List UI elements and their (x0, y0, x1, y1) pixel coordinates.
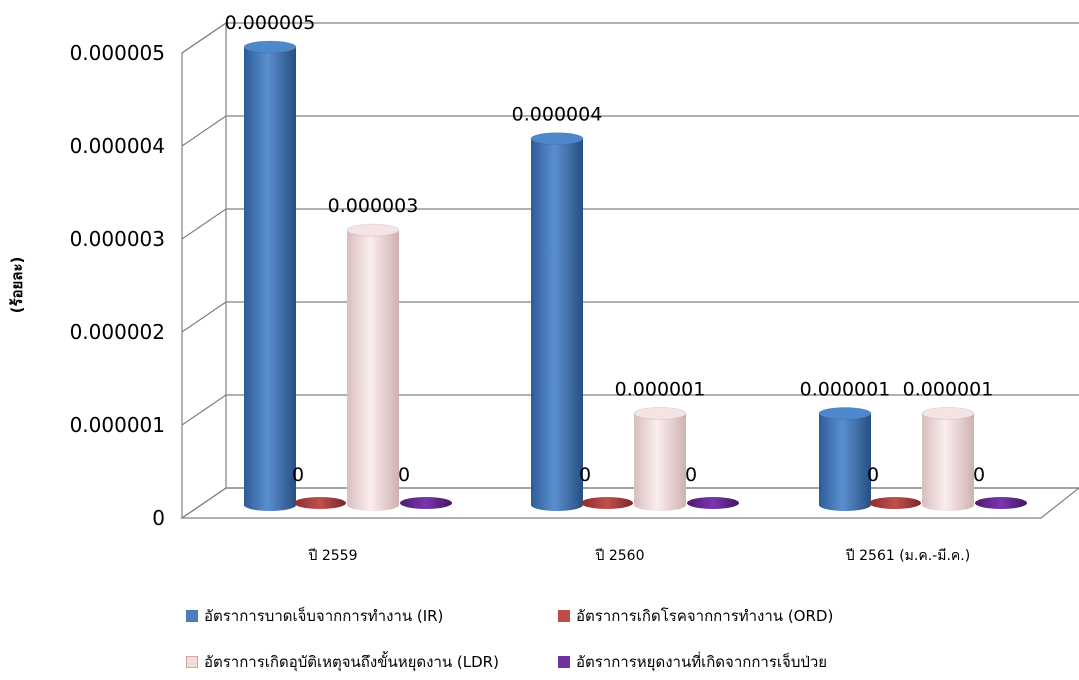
data-label-ldr-0: 0.000003 (328, 195, 419, 217)
bar-ldr-0 (347, 230, 399, 511)
y-tick-label: 0.000004 (70, 134, 165, 158)
gridlines (181, 22, 1079, 519)
legend-key-ord (558, 610, 570, 622)
x-axis-ticks: ปี 2559 ปี 2560 ปี 2561 (ม.ค.-มี.ค.) (308, 548, 970, 564)
data-label-ir-2: 0.000001 (800, 378, 891, 400)
bar-ir-2 (819, 413, 871, 511)
legend-label-ord: อัตราการเกิดโรคจากการทำงาน (ORD) (576, 607, 834, 625)
y-tick-label: 0.000005 (70, 41, 165, 65)
data-label-ir-1: 0.000004 (512, 104, 603, 126)
bar-top-ldr-1 (633, 406, 687, 420)
data-label-ord-1: 0 (579, 464, 591, 486)
y-tick-label: 0.000003 (70, 227, 165, 251)
legend-item-ldr: อัตราการเกิดอุบัติเหตุจนถึงขั้นหยุดงาน (… (186, 650, 558, 674)
legend-item-ord: อัตราการเกิดโรคจากการทำงาน (ORD) (558, 604, 1018, 628)
legend-key-ldr (186, 656, 198, 668)
gridline (181, 115, 1079, 147)
gridline (181, 394, 1079, 426)
data-label-sick-2: 0 (973, 464, 985, 486)
y-tick-label: 0 (152, 506, 165, 530)
data-label-ord-2: 0 (867, 464, 879, 486)
bar-ldr-2 (922, 413, 974, 511)
gridline (181, 208, 1079, 240)
bar-top-ir-2 (818, 406, 872, 420)
y-tick-label: 0.000002 (70, 320, 165, 344)
bar-top-ir-1 (530, 132, 584, 146)
bar-sick-2 (975, 497, 1027, 509)
bar-sick-0 (400, 497, 452, 509)
legend-key-sick (558, 656, 570, 668)
chart-area: 00.0000010.0000020.0000030.0000040.00000… (8, 12, 1079, 564)
bar-ir-0 (244, 46, 296, 511)
gridline (181, 301, 1079, 333)
bars (243, 40, 1027, 511)
data-label-ldr-1: 0.000001 (615, 378, 706, 400)
legend-item-sick: อัตราการหยุดงานที่เกิดจากการเจ็บป่วย (558, 650, 1018, 674)
legend: อัตราการบาดเจ็บจากการทำงาน (IR) อัตราการ… (186, 604, 1066, 674)
data-label-ir-0: 0.000005 (225, 12, 316, 34)
bar-top-ldr-2 (921, 406, 975, 420)
x-tick-label: ปี 2559 (308, 548, 357, 564)
y-axis-ticks: 0 0.000001 0.000002 0.000003 0.000004 0.00000… (70, 41, 165, 530)
bar-ldr-1 (634, 413, 686, 511)
bar-ir-1 (531, 138, 583, 511)
bar-ord-1 (581, 497, 633, 509)
legend-label-ir: อัตราการบาดเจ็บจากการทำงาน (IR) (204, 607, 444, 625)
bar-top-ldr-0 (346, 223, 400, 237)
gridline (181, 487, 1079, 519)
legend-key-ir (186, 610, 198, 622)
legend-item-ir: อัตราการบาดเจ็บจากการทำงาน (IR) (186, 604, 558, 628)
y-axis-label: (ร้อยละ) (8, 257, 26, 314)
bar-sick-1 (687, 497, 739, 509)
data-label-ldr-2: 0.000001 (903, 378, 994, 400)
legend-label-sick: อัตราการหยุดงานที่เกิดจากการเจ็บป่วย (576, 653, 828, 671)
data-labels: 0.000005 0 0.000003 0 0.000004 0 0.000001 0 0.00… (225, 12, 994, 486)
bar-ord-2 (869, 497, 921, 509)
y-tick-label: 0.000001 (70, 413, 165, 437)
bar-top-ir-0 (243, 40, 297, 54)
side-wall (181, 21, 227, 518)
data-label-sick-0: 0 (398, 464, 410, 486)
bar-ord-0 (294, 497, 346, 509)
x-tick-label: ปี 2561 (ม.ค.-มี.ค.) (845, 548, 970, 564)
data-label-ord-0: 0 (292, 464, 304, 486)
data-label-sick-1: 0 (685, 464, 697, 486)
gridline (181, 22, 1079, 54)
legend-label-ldr: อัตราการเกิดอุบัติเหตุจนถึงขั้นหยุดงาน (… (204, 653, 499, 671)
x-tick-label: ปี 2560 (595, 548, 644, 564)
